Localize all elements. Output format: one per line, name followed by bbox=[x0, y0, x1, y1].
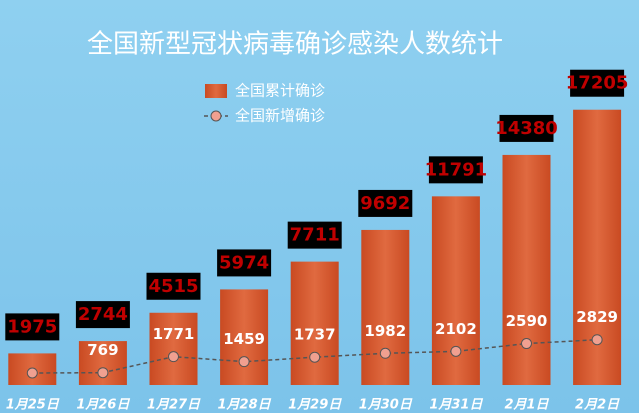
x-tick-label: 2月1日 bbox=[504, 398, 549, 413]
x-tick-label: 1月31日 bbox=[429, 398, 483, 413]
bar-label: 14380 bbox=[495, 118, 558, 139]
bar-label: 9692 bbox=[360, 193, 410, 214]
legend-label: 全国累计确诊 bbox=[235, 82, 325, 100]
line bbox=[32, 338, 598, 374]
line-marker bbox=[238, 356, 250, 368]
x-tick-label: 1月27日 bbox=[147, 398, 201, 413]
line-label: 1459 bbox=[223, 330, 265, 348]
bar-label: 4515 bbox=[148, 276, 198, 297]
line-label: 2102 bbox=[435, 320, 477, 338]
bar-label: 7711 bbox=[290, 225, 340, 246]
bar-label-box bbox=[570, 69, 625, 97]
line-label: 2590 bbox=[506, 312, 548, 330]
bar-label: 2744 bbox=[78, 304, 128, 325]
bar-label: 11791 bbox=[425, 159, 488, 180]
bar bbox=[502, 154, 551, 385]
bar-label-box bbox=[287, 221, 342, 249]
line-label: 769 bbox=[87, 341, 118, 359]
bar-label: 5974 bbox=[219, 252, 269, 273]
legend-marker bbox=[210, 110, 222, 122]
x-tick-label: 1月28日 bbox=[218, 398, 272, 413]
line-marker bbox=[97, 367, 109, 379]
bar-label-box bbox=[146, 272, 201, 300]
line-marker bbox=[379, 347, 391, 359]
x-tick-label: 2月2日 bbox=[575, 398, 620, 413]
line-marker bbox=[450, 345, 462, 357]
line-label: 2829 bbox=[576, 308, 618, 326]
bar-label: 17205 bbox=[566, 73, 629, 94]
chart-title: 全国新型冠状病毒确诊感染人数统计 bbox=[87, 30, 503, 60]
line-marker bbox=[26, 367, 38, 379]
bar-label-box bbox=[358, 189, 413, 217]
line-marker bbox=[168, 351, 179, 363]
line-label: 1982 bbox=[364, 322, 406, 340]
x-tick-label: 1月26日 bbox=[76, 398, 130, 413]
line-label: 1737 bbox=[294, 326, 336, 344]
bar-label-box bbox=[428, 156, 483, 184]
x-tick-label: 1月25日 bbox=[6, 398, 60, 413]
bar-label-box bbox=[499, 114, 554, 142]
line-marker bbox=[309, 351, 321, 363]
bar bbox=[149, 312, 198, 385]
bar bbox=[290, 261, 339, 385]
x-tick-label: 1月30日 bbox=[359, 398, 413, 413]
bar-label: 1975 bbox=[7, 316, 57, 337]
x-tick-label: 1月29日 bbox=[288, 398, 342, 413]
bar-label-box bbox=[75, 301, 130, 329]
line-marker bbox=[591, 334, 603, 346]
line-marker bbox=[521, 338, 532, 350]
bar-label-box bbox=[217, 249, 272, 277]
bar-label-box bbox=[5, 313, 60, 341]
bar bbox=[361, 229, 410, 385]
line-label: 1771 bbox=[153, 325, 195, 343]
legend-label: 全国新增确诊 bbox=[235, 107, 325, 125]
bar bbox=[220, 289, 269, 385]
legend-swatch bbox=[205, 84, 227, 98]
